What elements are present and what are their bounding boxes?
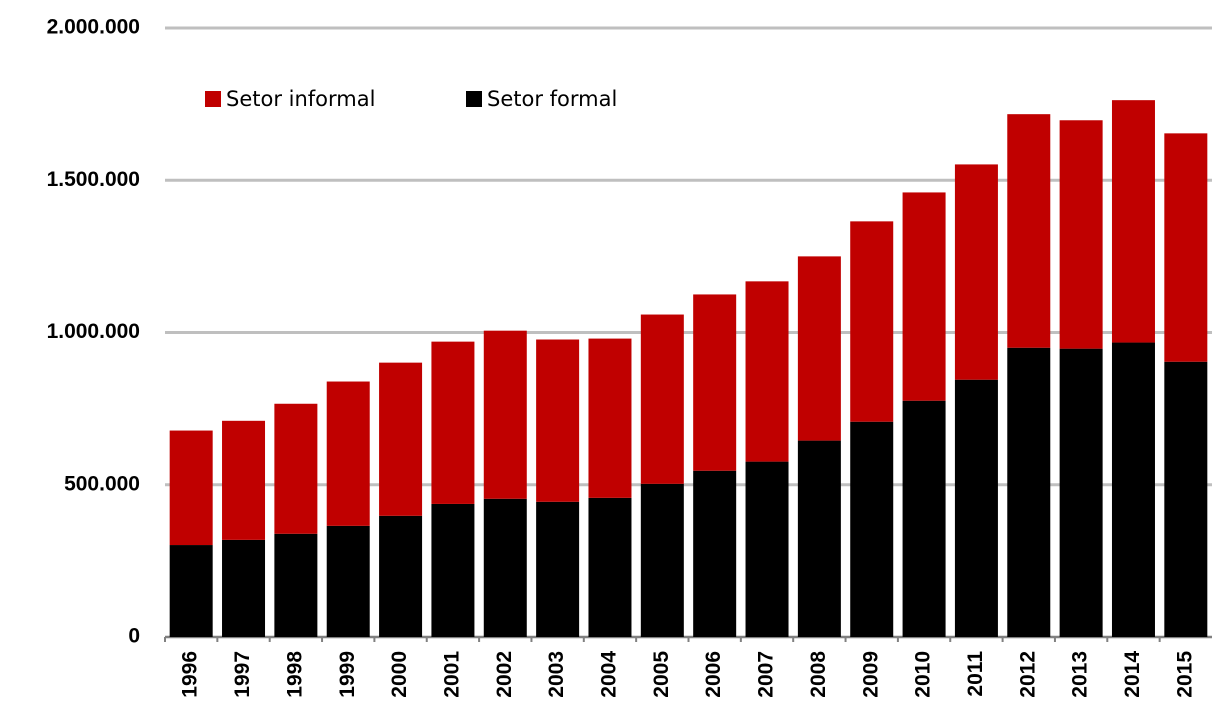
x-tick-label: 2015 bbox=[1173, 651, 1196, 698]
bar-segment bbox=[1164, 361, 1208, 637]
bar-segment bbox=[379, 362, 423, 516]
x-tick-label: 2008 bbox=[807, 651, 830, 698]
x-tick-label: 2011 bbox=[964, 651, 987, 697]
x-tick-label: 2014 bbox=[1121, 651, 1144, 698]
bar-segment bbox=[431, 503, 475, 637]
bar-segment bbox=[483, 498, 527, 637]
bar-segment bbox=[902, 400, 946, 637]
bar-segment bbox=[850, 421, 894, 637]
x-tick-label: 2009 bbox=[859, 651, 882, 698]
bar-segment bbox=[379, 515, 423, 637]
legend-label: Setor formal bbox=[487, 87, 617, 111]
y-tick-label: 1.500.000 bbox=[47, 168, 140, 191]
bar-segment bbox=[588, 497, 632, 637]
y-tick-label: 500.000 bbox=[64, 472, 140, 495]
bar-segment bbox=[640, 483, 684, 637]
bar-segment bbox=[1007, 114, 1051, 348]
bar-segment bbox=[797, 256, 841, 441]
bar-segment bbox=[326, 525, 370, 637]
x-tick-label: 1998 bbox=[283, 651, 306, 698]
bar-segment bbox=[588, 338, 632, 498]
bar-segment bbox=[536, 501, 580, 637]
x-tick-label: 1997 bbox=[231, 651, 254, 698]
x-tick-label: 2010 bbox=[912, 651, 935, 698]
bar-segment bbox=[1059, 120, 1103, 349]
x-tick-label: 1996 bbox=[179, 651, 202, 698]
bar-segment bbox=[1059, 348, 1103, 637]
legend-label: Setor informal bbox=[226, 87, 375, 111]
x-tick-label: 2005 bbox=[650, 651, 673, 698]
y-tick-label: 1.000.000 bbox=[47, 320, 140, 343]
legend-swatch bbox=[205, 91, 221, 107]
bar-segment bbox=[483, 330, 527, 499]
bar-segment bbox=[536, 339, 580, 502]
bar-segment bbox=[693, 294, 737, 471]
bar-segment bbox=[169, 430, 213, 546]
bar-segment bbox=[954, 379, 998, 637]
x-tick-label: 2001 bbox=[440, 651, 463, 698]
bar-segment bbox=[222, 539, 266, 637]
bar-segment bbox=[797, 440, 841, 637]
legend-swatch bbox=[466, 91, 482, 107]
bar-segment bbox=[169, 545, 213, 637]
bar-segment bbox=[1007, 347, 1051, 637]
bar-segment bbox=[745, 281, 789, 462]
x-tick-label: 2000 bbox=[388, 651, 411, 698]
bar-segment bbox=[326, 381, 370, 526]
bar-segment bbox=[1111, 100, 1155, 343]
bar-segment bbox=[850, 221, 894, 422]
bar-segment bbox=[1111, 342, 1155, 637]
x-tick-label: 1999 bbox=[336, 651, 359, 698]
x-tick-label: 2006 bbox=[702, 651, 725, 698]
bar-segment bbox=[693, 470, 737, 637]
bar-segment bbox=[431, 341, 475, 504]
bar-segment bbox=[274, 533, 318, 637]
y-tick-label: 0 bbox=[128, 625, 140, 648]
bar-segment bbox=[1164, 133, 1208, 362]
x-tick-label: 2003 bbox=[545, 651, 568, 698]
bar-segment bbox=[745, 461, 789, 637]
x-tick-label: 2007 bbox=[755, 651, 778, 698]
x-tick-label: 2002 bbox=[493, 651, 516, 698]
bar-segment bbox=[954, 164, 998, 380]
x-tick-label: 2013 bbox=[1069, 651, 1092, 698]
x-tick-label: 2004 bbox=[598, 651, 621, 698]
y-tick-label: 2.000.000 bbox=[47, 16, 140, 39]
bar-segment bbox=[640, 314, 684, 484]
bar-segment bbox=[222, 420, 266, 540]
bar-segment bbox=[274, 403, 318, 534]
x-tick-label: 2012 bbox=[1016, 651, 1039, 698]
bar-segment bbox=[902, 192, 946, 401]
